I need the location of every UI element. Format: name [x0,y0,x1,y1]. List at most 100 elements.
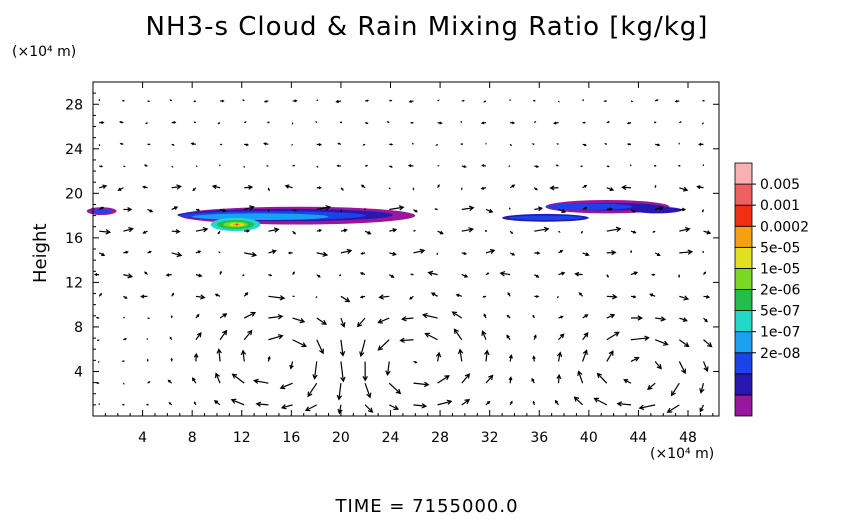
wind-vector [389,205,405,211]
wind-vector [263,100,269,103]
wind-vector [217,122,221,125]
wind-vector [558,208,567,214]
x-tick-label: 8 [188,430,197,446]
wind-vector [307,382,318,398]
wind-vector [316,339,324,355]
wind-vector [337,142,342,145]
cloud-patch [545,203,633,211]
wind-vector [698,142,704,146]
wind-vector [335,99,342,104]
wind-vector [647,382,656,391]
cloud-patch [632,206,682,214]
wind-vector [171,292,175,297]
wind-vector [649,293,656,297]
wind-vector [703,295,711,299]
wind-vector [98,292,102,297]
wind-vector [147,143,151,146]
wind-vector [171,121,177,124]
wind-vector [655,143,661,147]
wind-vector [377,317,390,324]
wind-vector [461,274,469,278]
wind-vector [292,208,297,212]
wind-vector [359,272,366,276]
wind-vector [99,121,105,125]
wind-vector [461,373,471,384]
wind-vector [413,208,418,213]
wind-vector [437,184,440,189]
wind-vector [292,99,298,103]
wind-vector [508,354,513,362]
wind-vector [678,361,686,375]
wind-vector [453,328,463,341]
wind-vector [531,143,535,145]
wind-vector [123,227,134,233]
wind-vector [230,398,245,406]
wind-vector [388,187,391,190]
colorbar-swatch [734,331,753,354]
wind-vector [339,339,346,357]
wind-vector [407,164,414,168]
wind-vector [508,207,511,210]
wind-vector [214,372,221,384]
wind-vector [506,314,511,319]
wind-vector [582,99,584,102]
wind-vector [268,334,284,341]
wind-vector [678,165,681,167]
colorbar-label: 0.005 [760,177,800,193]
colorbar-swatch [734,268,753,290]
wind-vector [385,361,391,377]
wind-vector [606,121,610,124]
wind-vector [193,401,197,406]
colorbar-swatch [734,204,753,227]
wind-vector [679,186,689,192]
wind-vector [593,397,608,406]
wind-vector [582,184,588,189]
wind-vector [506,334,511,341]
wind-vector [455,293,462,298]
colorbar-swatch [734,225,753,248]
colorbar-label: 5e-05 [760,240,800,256]
wind-vector [388,382,402,395]
wind-vector [606,274,609,278]
wind-vector [336,383,343,401]
wind-vector [364,382,372,399]
wind-vector [316,143,323,147]
wind-vector [578,292,584,297]
y-tick-label: 16 [65,231,83,247]
wind-vector [147,317,151,320]
wind-vector [171,165,174,168]
wind-vector [219,329,228,341]
wind-vector [573,396,584,406]
wind-vector [461,399,471,406]
wind-vector [364,404,374,413]
wind-vector [167,379,173,384]
wind-vector [554,399,559,406]
wind-vector [557,295,559,299]
wind-vector [606,313,616,319]
wind-vector [218,251,221,254]
wind-vector [533,274,540,278]
wind-vector [703,271,707,275]
x-tick-label: 4 [138,430,147,446]
wind-vector [292,271,295,275]
wind-vector [483,100,487,103]
wind-vector [244,251,258,258]
wind-vector [146,403,149,406]
wind-vector [630,100,634,103]
colorbar-swatch [734,394,753,417]
wind-vector [362,143,366,146]
wind-vector [96,339,100,341]
wind-vector [437,399,453,406]
wind-vector [364,230,372,235]
wind-vector [389,143,394,146]
y-tick-label: 24 [65,142,83,158]
wind-vector [437,375,450,384]
wind-vector [304,404,318,412]
wind-vector [267,355,271,362]
y-axis-unit: (×10⁴ m) [12,44,77,60]
wind-vector [654,361,662,370]
wind-vector [244,121,247,124]
wind-vector [434,208,438,211]
wind-vector [123,273,134,279]
wind-vector [533,120,537,124]
